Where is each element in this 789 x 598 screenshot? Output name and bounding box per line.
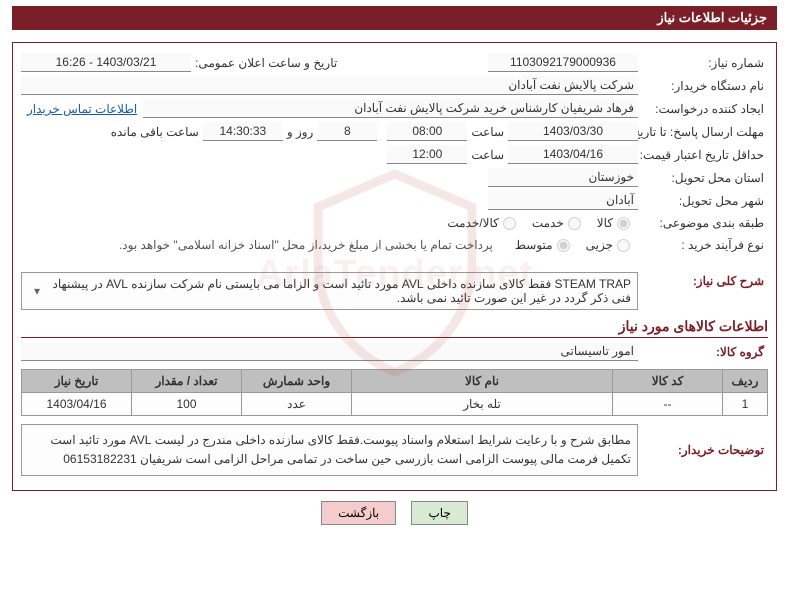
overview-label: شرح کلی نیاز: bbox=[638, 272, 768, 290]
validity-time-label: ساعت bbox=[467, 146, 508, 164]
cell-row: 1 bbox=[723, 393, 768, 416]
need-no-value: 1103092179000936 bbox=[488, 53, 638, 72]
radio-motevaset[interactable]: متوسط bbox=[515, 238, 570, 252]
main-panel: ArlaTender.net شماره نیاز: 1103092179000… bbox=[12, 42, 777, 491]
requester-label: ایجاد کننده درخواست: bbox=[638, 100, 768, 118]
th-qty: تعداد / مقدار bbox=[132, 370, 242, 393]
th-unit: واحد شمارش bbox=[242, 370, 352, 393]
radio-khadamat[interactable]: خدمت bbox=[532, 216, 581, 230]
countdown: 14:30:33 bbox=[203, 122, 283, 141]
cell-name: تله بخار bbox=[352, 393, 613, 416]
province-value: خوزستان bbox=[488, 168, 638, 187]
radio-motevaset-label: متوسط bbox=[515, 238, 553, 252]
cell-date: 1403/04/16 bbox=[22, 393, 132, 416]
radio-kalakhadamat-label: کالا/خدمت bbox=[447, 216, 498, 230]
overview-box: STEAM TRAP فقط کالای سازنده داخلی AVL مو… bbox=[21, 272, 638, 310]
buyer-notes-box: مطابق شرح و با رعایت شرایط استعلام واسنا… bbox=[21, 424, 638, 476]
buyer-org-label: نام دستگاه خریدار: bbox=[638, 77, 768, 95]
payment-note: پرداخت تمام یا بخشی از مبلغ خرید،از محل … bbox=[119, 238, 493, 252]
city-value: آبادان bbox=[488, 191, 638, 210]
reply-date: 1403/03/30 bbox=[508, 122, 638, 141]
th-name: نام کالا bbox=[352, 370, 613, 393]
back-button[interactable]: بازگشت bbox=[321, 501, 396, 525]
page-title: جزئیات اطلاعات نیاز bbox=[12, 6, 777, 30]
radio-jozi-label: جزیی bbox=[586, 238, 613, 252]
announce-value: 1403/03/21 - 16:26 bbox=[21, 53, 191, 72]
buyer-notes-text: مطابق شرح و با رعایت شرایط استعلام واسنا… bbox=[50, 433, 631, 466]
proc-type-label: نوع فرآیند خرید : bbox=[638, 236, 768, 254]
announce-label: تاریخ و ساعت اعلان عمومی: bbox=[191, 54, 341, 72]
city-label: شهر محل تحویل: bbox=[638, 192, 768, 210]
group-label: گروه کالا: bbox=[638, 343, 768, 361]
overview-text: STEAM TRAP فقط کالای سازنده داخلی AVL مو… bbox=[40, 277, 631, 305]
subject-class-label: طبقه بندی موضوعی: bbox=[638, 214, 768, 232]
radio-kala-label: کالا bbox=[597, 216, 613, 230]
th-code: کد کالا bbox=[613, 370, 723, 393]
requester-value: فرهاد شریفیان کارشناس خرید شرکت پالایش ن… bbox=[143, 99, 638, 118]
need-no-label: شماره نیاز: bbox=[638, 54, 768, 72]
cell-qty: 100 bbox=[132, 393, 242, 416]
print-button[interactable]: چاپ bbox=[411, 501, 467, 525]
cell-code: -- bbox=[613, 393, 723, 416]
days-label: روز و bbox=[283, 123, 318, 141]
footer-buttons: چاپ بازگشت bbox=[12, 501, 777, 525]
validity-time: 12:00 bbox=[387, 145, 467, 164]
dropdown-icon[interactable]: ▾ bbox=[34, 284, 40, 298]
reply-time: 08:00 bbox=[387, 122, 467, 141]
validity-date: 1403/04/16 bbox=[508, 145, 638, 164]
radio-khadamat-label: خدمت bbox=[532, 216, 564, 230]
radio-kala[interactable]: کالا bbox=[597, 216, 630, 230]
contact-link[interactable]: اطلاعات تماس خریدار bbox=[21, 100, 143, 118]
goods-heading: اطلاعات کالاهای مورد نیاز bbox=[21, 316, 768, 338]
th-date: تاریخ نیاز bbox=[22, 370, 132, 393]
radio-jozi[interactable]: جزیی bbox=[586, 238, 630, 252]
remaining-label: ساعت باقی مانده bbox=[107, 123, 203, 141]
reply-time-label: ساعت bbox=[467, 123, 508, 141]
reply-deadline-label: مهلت ارسال پاسخ: تا تاریخ: bbox=[638, 123, 768, 141]
table-row: 1 -- تله بخار عدد 100 1403/04/16 bbox=[22, 393, 768, 416]
radio-kalakhadamat[interactable]: کالا/خدمت bbox=[447, 216, 515, 230]
cell-unit: عدد bbox=[242, 393, 352, 416]
th-row: ردیف bbox=[723, 370, 768, 393]
group-value: امور تاسیساتی bbox=[21, 342, 638, 361]
goods-table: ردیف کد کالا نام کالا واحد شمارش تعداد /… bbox=[21, 369, 768, 416]
days-remaining: 8 bbox=[317, 122, 377, 141]
buyer-notes-label: توضیحات خریدار: bbox=[638, 424, 768, 476]
validity-label: حداقل تاریخ اعتبار قیمت: تا تاریخ: bbox=[638, 146, 768, 164]
buyer-org-value: شرکت پالایش نفت آبادان bbox=[21, 76, 638, 95]
province-label: استان محل تحویل: bbox=[638, 169, 768, 187]
